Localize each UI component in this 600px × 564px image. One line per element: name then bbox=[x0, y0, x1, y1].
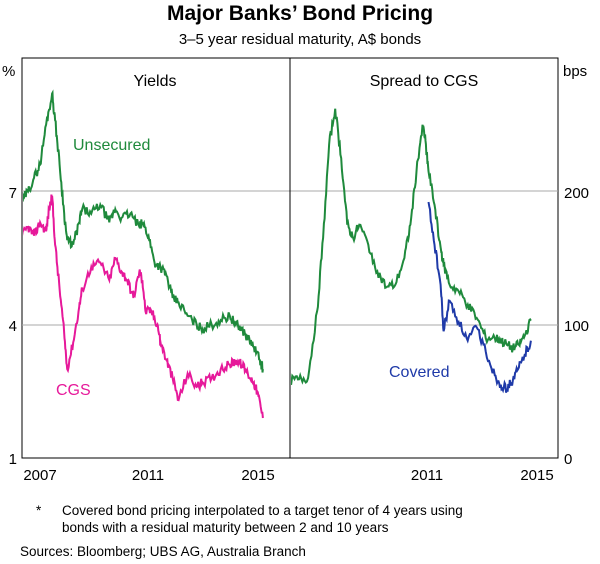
xtick-2011-left: 2011 bbox=[132, 467, 164, 484]
covered-label: Covered bbox=[389, 364, 449, 381]
footnote-line-1: Covered bond pricing interpolated to a t… bbox=[62, 503, 463, 518]
left-ytick-4: 4 bbox=[9, 318, 17, 335]
left-panel-title: Yields bbox=[134, 73, 177, 90]
yields-unsecured-line bbox=[23, 89, 264, 373]
left-unit-label: % bbox=[2, 63, 15, 80]
yields-cgs-line bbox=[23, 194, 264, 419]
unsecured-label: Unsecured bbox=[73, 137, 150, 154]
xtick-2007: 2007 bbox=[23, 467, 56, 484]
right-ytick-200: 200 bbox=[564, 185, 589, 202]
left-ytick-7: 7 bbox=[9, 185, 17, 202]
chart-title: Major Banks’ Bond Pricing bbox=[166, 2, 434, 25]
right-unit-label: bps bbox=[563, 63, 587, 80]
chart-subtitle: 3–5 year residual maturity, A$ bonds bbox=[178, 31, 422, 48]
right-ytick-100: 100 bbox=[564, 318, 589, 335]
footnote-line-2: bonds with a residual maturity between 2… bbox=[62, 520, 389, 535]
sources-note: Sources: Bloomberg; UBS AG, Australia Br… bbox=[20, 544, 306, 559]
right-panel-title: Spread to CGS bbox=[370, 73, 479, 90]
right-ytick-0: 0 bbox=[564, 451, 572, 468]
cgs-label: CGS bbox=[56, 382, 91, 399]
footnote-marker: * bbox=[36, 503, 42, 518]
xtick-2015-right: 2015 bbox=[520, 467, 553, 484]
left-ytick-1: 1 bbox=[9, 451, 17, 468]
spread-unsecured-line bbox=[291, 108, 532, 385]
spread-covered-line bbox=[427, 201, 532, 394]
xtick-2015-left: 2015 bbox=[241, 467, 274, 484]
xtick-2011-right: 2011 bbox=[411, 467, 443, 484]
